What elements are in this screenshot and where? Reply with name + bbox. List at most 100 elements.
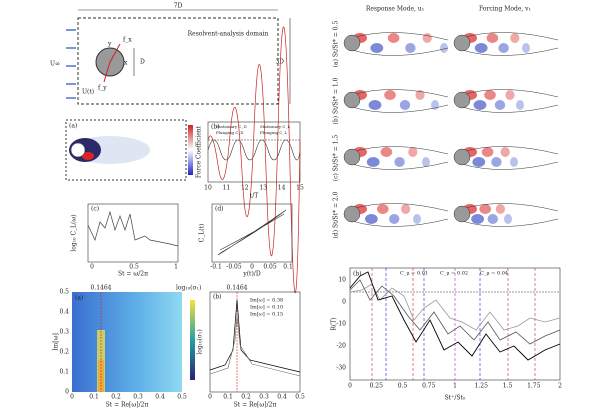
mode-lobe [479,204,492,214]
panel-d: (d) y(t)/D C_L(t) [199,203,293,278]
mode-lobe [471,214,484,224]
x-tick-label: 0 [70,394,74,401]
x-tick-label: 0 [250,264,254,271]
x-tick-label: -0.1 [210,264,222,271]
axis-label: x [124,60,128,67]
x-tick-label: 1.5 [503,383,513,390]
y-tick-label: -20 [336,343,346,350]
axis-label: y [107,41,112,48]
force-arrow [109,43,121,63]
mode-lobe [389,214,400,224]
marker-label: 0.1464 [227,285,248,292]
x-tick-label: 12 [241,185,249,192]
y-tick-label: 0.1 [59,369,69,376]
x-label: t/T [250,193,258,200]
mode-lobe [491,157,502,167]
y-tick-label: -10 [336,321,346,328]
legend-entry: Im[ω] = 0.15 [250,312,283,318]
y-label: R(T) [331,317,338,330]
cylinder [453,34,471,52]
cylinder [453,205,471,223]
mode-lobe [370,43,384,53]
x-tick-label: 0.4 [155,394,165,401]
dim-label: 3D [275,59,284,66]
contour [461,89,559,113]
mode-lobe [498,43,509,53]
mode-lobe [494,100,506,110]
panel-a: (a) [65,119,193,181]
mode-lobe [522,43,530,53]
y-label: Im[ω] [53,333,60,351]
x-tick-label: 0 [208,394,212,401]
row-label: (a) St/St* = 0.5 [333,21,340,68]
column-title: Forcing Mode, v₁ [479,6,531,13]
gain-plot: (b) 0.1464 St = Re[ω]/2π log₁₀(σ₁) [197,285,301,409]
y-tick-label: 0.2 [59,349,69,356]
x-label: St⁺/St₀ [445,395,466,402]
mode-lobe [474,43,488,53]
x-tick-label: 0.2 [111,394,121,401]
row-label: (b) St/St* = 1.0 [333,77,340,124]
x-tick-label: 14 [278,185,286,192]
mode-lobe [500,147,510,157]
schematic: Resolvent-analysis domain 7D 3D D U∞ U(t… [50,3,291,105]
mode-lobe [365,214,378,224]
x-tick-label: 10 [204,185,212,192]
y-tick-label: 0 [342,299,346,306]
x-label: St = Re[ω]/2π [106,402,149,409]
freestream-label: U∞ [50,61,60,68]
x-tick-label: 0.5 [295,394,305,401]
mode-lobe [380,147,393,157]
mode-lobe [495,204,505,214]
x-label: y(t)/D [242,271,261,278]
mode-lobe [516,100,524,110]
contour [461,203,559,227]
x-tick-label: 0.4 [277,394,287,401]
mode-lobe [405,43,416,53]
mode-lobe [399,100,411,110]
legend-entry: C_μ = 0.04 [480,271,508,277]
domain-box [77,17,279,105]
x-tick-label: 11 [223,185,231,192]
domain-label: Resolvent-analysis domain [188,31,269,38]
y-tick-label: 0.3 [59,329,69,336]
x-label: St = ω/2π [118,271,148,278]
dim-label: D [140,59,145,66]
row-label: (c) St/St* = 1.5 [333,135,340,182]
y-tick-label: 0.5 [59,289,69,296]
force-label: f_y [98,85,107,92]
y-label: C_L(t) [199,224,206,243]
inflow-arrows [66,29,76,99]
cylinder [343,34,361,52]
heatmap: (a) 0.1464 St = Re[ω]/2π Im[ω] log₁₀(σ₁) [53,285,202,409]
cylinder [343,148,361,166]
mode-lobe [440,43,448,53]
x-tick-label: 0.2 [241,394,251,401]
cylinder [343,205,361,223]
cylinder [453,148,471,166]
legend-entry: Im[ω] = 0.38 [250,298,283,304]
mode-lobe [368,100,382,110]
x-tick-label: -0.05 [226,264,242,271]
x-tick-label: 0.3 [133,394,143,401]
y-label: log₁₀(σ₁) [197,329,204,354]
legend-entry: C_μ = 0.01 [400,271,428,277]
mode-lobe [510,33,520,43]
mode-lobe [486,33,499,43]
mode-lobe [472,157,486,167]
panel-label: (b) [213,294,222,301]
contour [351,32,449,56]
mode-lobe [505,90,515,100]
y-label: log₁₀ C_L(ω) [71,214,78,251]
panel-label: (b) [353,271,362,278]
contour [351,146,449,170]
x-tick-label: 1 [174,264,178,271]
x-tick-label: 1.25 [475,383,489,390]
contour [351,89,449,113]
x-tick-label: 1 [453,383,457,390]
legend-entry: Plunging C_D [216,130,244,135]
x-tick-label: 0 [348,383,352,390]
x-tick-label: 0.05 [263,264,277,271]
x-tick-label: 15 [296,185,304,192]
y-tick-label: 0.4 [59,309,69,316]
